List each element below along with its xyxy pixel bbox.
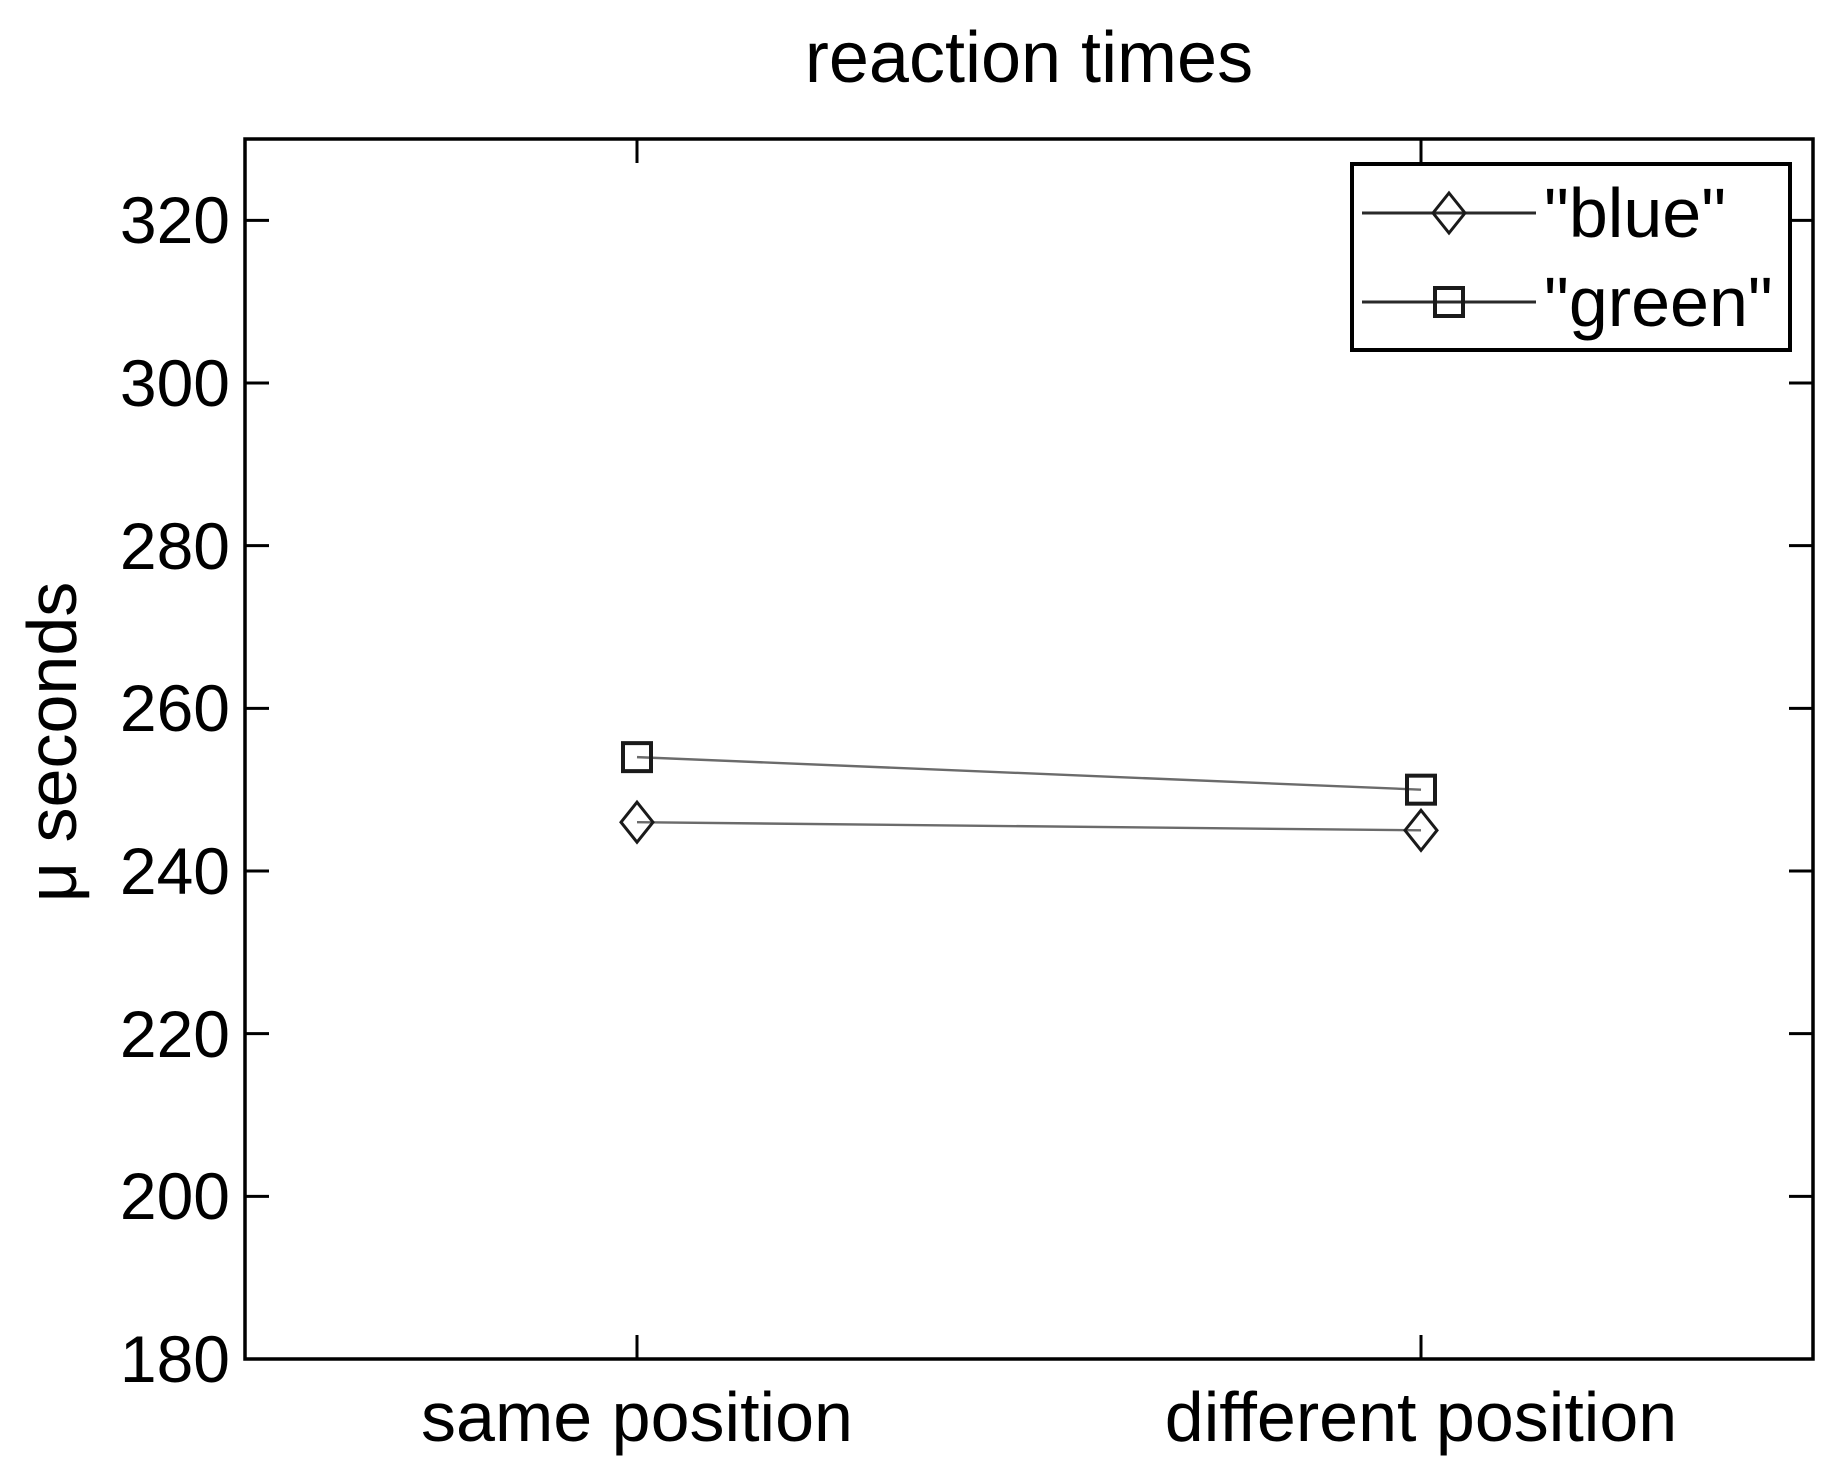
y-tick-label: 280 [119, 508, 230, 583]
diamond-marker [1431, 190, 1467, 235]
y-tick-label: 300 [119, 346, 230, 420]
diamond-marker [619, 799, 655, 845]
square-marker [1433, 285, 1465, 318]
series-line-0 [636, 821, 1422, 832]
y-tick-label: 200 [119, 1159, 230, 1234]
y-tick-label: 260 [119, 671, 230, 746]
y-tick-label: 320 [119, 183, 230, 258]
chart-title: reaction times [804, 18, 1254, 98]
legend-entry-blue: "blue" [1354, 170, 1788, 255]
legend-label-green: "green" [1544, 262, 1773, 341]
legend-label-blue: "blue" [1544, 173, 1727, 252]
square-marker-icon [1362, 285, 1536, 318]
axis-box [243, 137, 1815, 1361]
x-tick-label-different-position: different position [1164, 1378, 1678, 1456]
y-tick-label: 180 [119, 1322, 230, 1396]
y-tick-label: 220 [119, 996, 230, 1071]
square-marker [1405, 773, 1437, 806]
series-line-1 [636, 755, 1422, 791]
y-tick-label: 240 [119, 834, 230, 908]
diamond-marker-icon [1362, 190, 1536, 235]
square-marker [621, 741, 653, 774]
diamond-marker [1403, 807, 1439, 853]
legend-entry-green: "green" [1354, 259, 1788, 344]
legend: "blue" "green" [1350, 162, 1792, 352]
x-tick-label-same-position: same position [421, 1378, 853, 1456]
